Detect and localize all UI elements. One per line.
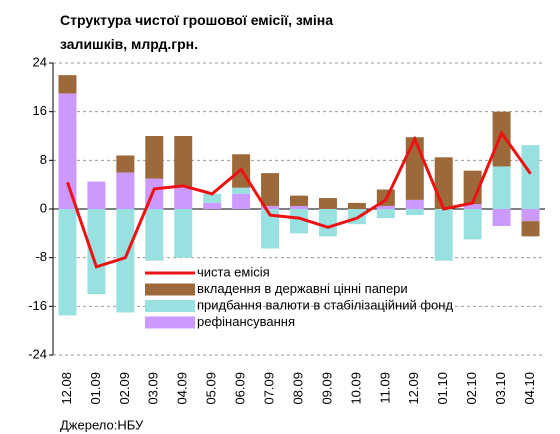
bar bbox=[290, 195, 308, 206]
bar bbox=[232, 193, 251, 209]
bar bbox=[290, 209, 308, 234]
legend-swatch bbox=[145, 283, 195, 296]
x-tick-label: 10.09 bbox=[348, 372, 363, 405]
chart-title: Структура чистої грошової емісії, зміна … bbox=[60, 12, 334, 52]
bar bbox=[58, 75, 77, 94]
x-tick-label: 02.10 bbox=[464, 372, 479, 405]
bar bbox=[87, 209, 106, 295]
x-tick-label: 04.10 bbox=[522, 372, 537, 405]
x-tick-label: 07.09 bbox=[261, 372, 276, 405]
bar bbox=[145, 136, 164, 179]
bar bbox=[434, 209, 453, 261]
bar bbox=[521, 145, 540, 209]
legend-swatch bbox=[145, 316, 195, 329]
y-tick-label: -16 bbox=[28, 298, 47, 313]
bar bbox=[261, 173, 280, 206]
bar bbox=[116, 209, 135, 313]
x-tick-label: 05.09 bbox=[204, 372, 219, 405]
bar bbox=[203, 202, 222, 209]
bar bbox=[463, 209, 482, 240]
x-tick-label: 04.09 bbox=[175, 372, 190, 405]
bar bbox=[521, 209, 540, 222]
y-tick-label: -8 bbox=[35, 249, 47, 264]
y-tick-label: 8 bbox=[40, 152, 47, 167]
legend-label: вкладення в державні цінні папери bbox=[197, 281, 408, 296]
bar bbox=[347, 202, 366, 209]
bar bbox=[521, 221, 540, 237]
bar bbox=[145, 209, 164, 261]
x-tick-label: 12.08 bbox=[59, 372, 74, 405]
x-tick-label: 12.09 bbox=[406, 372, 421, 405]
bar bbox=[58, 209, 77, 316]
x-tick-label: 11.09 bbox=[377, 372, 392, 404]
legend-label: рефінансування bbox=[197, 314, 295, 329]
bar bbox=[261, 209, 280, 249]
bar bbox=[174, 187, 193, 209]
x-tick-label: 01.10 bbox=[435, 372, 450, 405]
legend-label: чиста емісія bbox=[197, 264, 270, 279]
y-tick-label: 16 bbox=[33, 103, 47, 118]
bar bbox=[290, 205, 308, 209]
bar bbox=[318, 209, 337, 237]
bar bbox=[174, 209, 193, 258]
bar bbox=[434, 157, 453, 209]
bar bbox=[492, 111, 511, 167]
legend-label: придбання валюти в стабілізаційний фонд bbox=[197, 297, 453, 312]
x-tick-label: 03.09 bbox=[146, 372, 161, 405]
bar bbox=[492, 166, 511, 209]
bar bbox=[376, 209, 395, 219]
y-tick-label: -24 bbox=[28, 346, 47, 361]
bar bbox=[318, 198, 337, 209]
x-tick-label: 08.09 bbox=[290, 372, 305, 405]
bar bbox=[87, 181, 106, 209]
bar bbox=[174, 136, 193, 188]
x-tick-label: 06.09 bbox=[233, 372, 248, 405]
bar bbox=[492, 209, 511, 227]
bar bbox=[58, 93, 77, 209]
x-tick-label: 03.10 bbox=[493, 372, 508, 405]
bar bbox=[376, 205, 395, 209]
line bbox=[66, 129, 532, 269]
y-tick-label: 24 bbox=[33, 54, 47, 69]
bar bbox=[261, 205, 280, 209]
bar bbox=[203, 193, 222, 203]
source: Джерело:НБУ bbox=[60, 417, 144, 432]
bar bbox=[463, 204, 482, 209]
bar bbox=[405, 209, 424, 216]
bar bbox=[405, 199, 424, 209]
x-tick-label: 01.09 bbox=[88, 372, 103, 405]
bar bbox=[405, 137, 424, 200]
x-tick-label: 09.09 bbox=[319, 372, 334, 405]
x-tick-label: 02.09 bbox=[117, 372, 132, 405]
bar bbox=[116, 155, 135, 173]
y-tick-label: 0 bbox=[40, 200, 47, 215]
bar bbox=[232, 187, 251, 194]
bar bbox=[116, 172, 135, 209]
legend-swatch bbox=[145, 300, 195, 312]
